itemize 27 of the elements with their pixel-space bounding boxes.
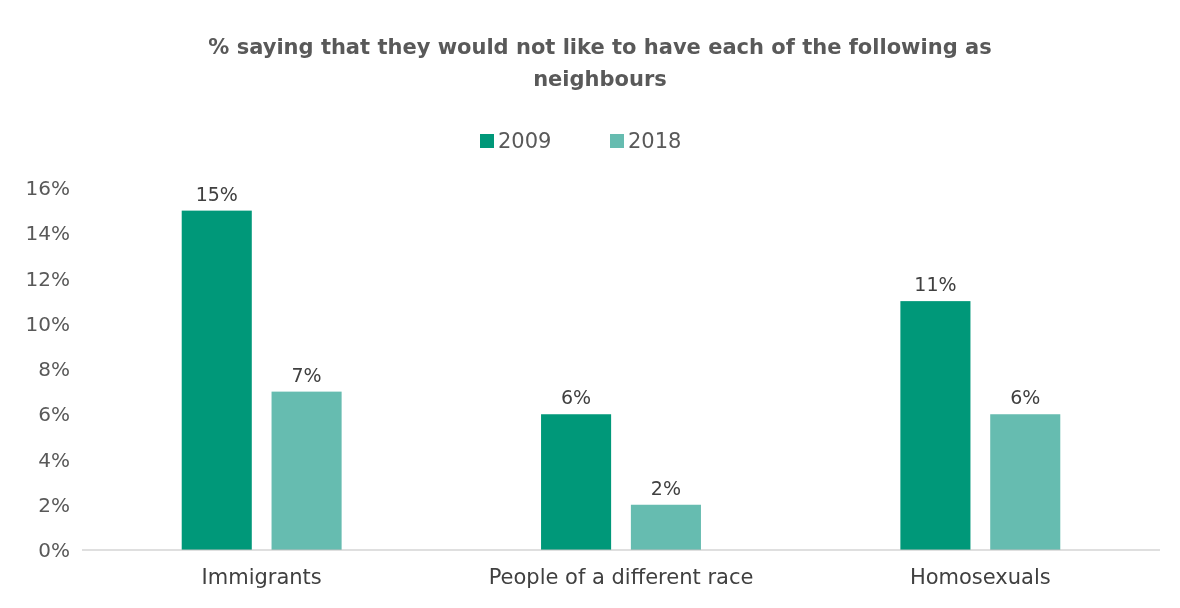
bar — [271, 391, 342, 550]
bar — [900, 301, 971, 550]
y-tick-label: 4% — [38, 447, 70, 472]
y-tick-label: 10% — [25, 311, 70, 336]
bar — [541, 414, 612, 550]
data-label: 11% — [914, 273, 957, 296]
bar — [630, 504, 701, 550]
y-tick-label: 0% — [38, 538, 70, 562]
data-label: 15% — [195, 182, 238, 205]
bar — [990, 414, 1061, 550]
data-label: 6% — [1010, 386, 1041, 409]
y-tick-label: 2% — [38, 492, 70, 517]
x-tick-label: Immigrants — [201, 565, 322, 589]
y-tick-label: 8% — [38, 357, 70, 381]
legend-label: 2018 — [628, 129, 682, 153]
legend-label: 2009 — [498, 129, 552, 153]
y-tick-label: 6% — [38, 402, 70, 427]
chart-title: % saying that they would not like to have each of the following as neighbours — [208, 35, 992, 91]
x-tick-label: People of a different race — [488, 565, 754, 589]
data-label: 6% — [561, 386, 592, 409]
y-tick-label: 16% — [25, 176, 70, 200]
y-tick-label: 14% — [25, 221, 70, 246]
x-tick-label: Homosexuals — [909, 565, 1051, 589]
data-label: 7% — [291, 363, 322, 386]
data-label: 2% — [650, 476, 681, 499]
y-tick-label: 12% — [25, 266, 70, 291]
bar — [181, 210, 252, 550]
